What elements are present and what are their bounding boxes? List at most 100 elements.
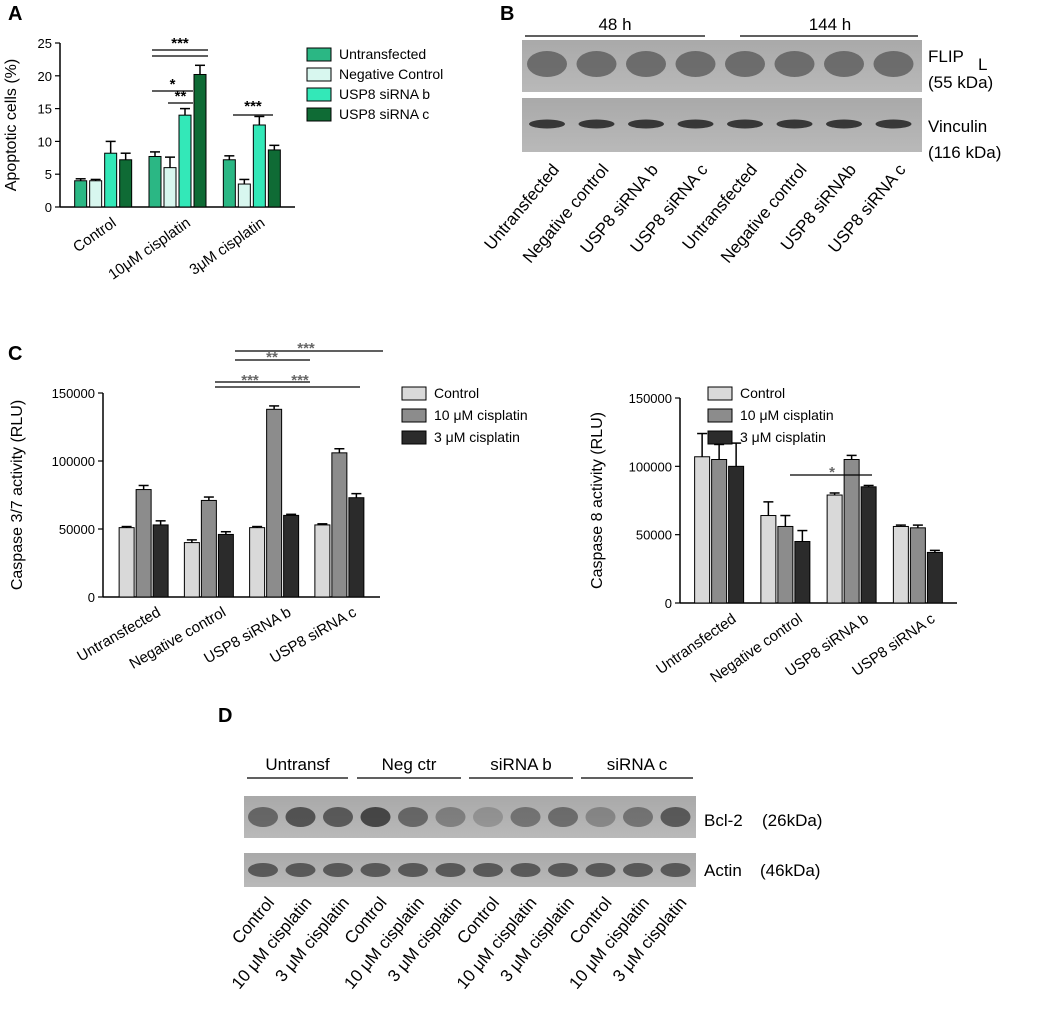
bar (267, 149, 281, 208)
blot-band-bcl2 (398, 807, 428, 827)
bar (183, 542, 200, 598)
bar (104, 152, 118, 208)
legend-label: Untransfected (339, 46, 426, 62)
blot-band-vinculin (727, 119, 763, 129)
blot-group-label: Untransf (265, 755, 330, 774)
bar (777, 525, 794, 604)
bar (217, 533, 234, 598)
significance-label: * (170, 76, 176, 93)
blot-row-kda-bcl2: (26kDa) (762, 811, 822, 830)
blot-band-bcl2 (435, 807, 466, 827)
legend-swatch (707, 430, 733, 445)
legend-swatch (306, 87, 332, 102)
blot-band-actin (323, 863, 353, 877)
blot-row-label-bcl2: Bcl-2 (704, 811, 743, 830)
y-tick-label: 50000 (59, 522, 95, 537)
bar (892, 525, 909, 604)
bar (794, 541, 811, 604)
x-category-label: 10μM cisplatin (105, 214, 194, 283)
legend-label: 10 μM cisplatin (740, 407, 834, 423)
blot-group-label: 144 h (809, 15, 852, 34)
significance-label: ** (175, 88, 187, 105)
blot-row-label-flip: FLIP (928, 47, 964, 66)
blot-group-label: 48 h (598, 15, 631, 34)
blot-band-actin (585, 863, 616, 877)
blot-band-bcl2 (660, 807, 691, 827)
blot-band-vinculin (677, 119, 714, 129)
blot-row-kda-vinculin: (116 kDa) (928, 143, 1001, 162)
blot-band-bcl2 (510, 807, 541, 827)
blot-band-flip (576, 51, 617, 77)
blot-band-vinculin (826, 119, 862, 129)
significance-label: ** (266, 349, 278, 366)
x-category-label: 3μM cisplatin (186, 214, 268, 278)
panel-label-d: D (218, 705, 232, 727)
panel-label-c: C (8, 343, 22, 365)
bar (266, 408, 283, 598)
blot-band-bcl2 (623, 807, 653, 827)
blot-band-flip (873, 51, 914, 77)
blot-band-actin (623, 863, 653, 877)
legend-swatch (401, 386, 427, 401)
bar (163, 167, 177, 208)
y-tick-label: 15 (38, 102, 52, 117)
y-tick-label: 0 (45, 200, 52, 215)
panel-label-b: B (500, 3, 514, 25)
bar (74, 180, 88, 208)
chart-a: 0 5 10 15 20 25 Apoptotic cells (%) Control10μM… (3, 35, 443, 283)
significance-label: *** (297, 340, 315, 357)
blot-band-vinculin (875, 119, 912, 129)
y-tick-label: 100000 (52, 454, 95, 469)
bar (826, 494, 843, 604)
chart-caspase-3-7: 0 50000 100000 150000 Caspase 3/7 activity (… (9, 340, 528, 673)
legend-label: 10 μM cisplatin (434, 407, 528, 423)
blot-row-label-actin: Actin (704, 861, 742, 880)
blot-band-flip (774, 51, 815, 77)
significance-label: * (829, 464, 835, 481)
y-tick-label: 5 (45, 167, 52, 182)
legend-label: Control (434, 385, 479, 401)
legend-label: Control (740, 385, 785, 401)
y-axis-label: Caspase 8 activity (RLU) (589, 412, 606, 589)
legend-label: 3 μM cisplatin (434, 429, 520, 445)
significance-label: *** (241, 372, 259, 389)
blot-band-actin (285, 863, 316, 877)
bar (283, 514, 300, 598)
bar (135, 489, 152, 598)
blot-band-bcl2 (585, 807, 616, 827)
y-tick-label: 150000 (52, 386, 95, 401)
chart-caspase-8: 0 50000 100000 150000 Caspase 8 activity (RL… (589, 385, 957, 686)
bar (119, 159, 133, 208)
bar (222, 159, 236, 208)
bar (760, 515, 777, 604)
y-tick-label: 25 (38, 36, 52, 51)
significance-label: *** (244, 98, 262, 115)
legend-label: USP8 siRNA b (339, 86, 430, 102)
y-axis-label: Apoptotic cells (%) (3, 59, 20, 192)
blot-band-bcl2 (360, 807, 391, 827)
blot-band-bcl2 (323, 807, 353, 827)
bar (711, 459, 728, 604)
blot-band-actin (360, 863, 391, 877)
y-tick-label: 10 (38, 134, 52, 149)
blot-band-actin (510, 863, 541, 877)
blot-band-flip (725, 51, 765, 77)
blot-band-actin (435, 863, 466, 877)
blot-group-label: siRNA c (607, 755, 668, 774)
blot-d-row-bcl2 (244, 796, 696, 838)
bar (193, 73, 207, 208)
blot-band-bcl2 (285, 807, 316, 827)
bar (348, 497, 365, 598)
blot-band-vinculin (578, 119, 615, 129)
y-tick-label: 0 (665, 596, 672, 611)
legend-swatch (707, 386, 733, 401)
blot-d-row-actin (244, 853, 696, 887)
bar (118, 527, 135, 598)
blot-band-flip (527, 51, 567, 77)
y-tick-label: 100000 (629, 459, 672, 474)
blot-band-flip (626, 51, 666, 77)
bar (89, 180, 103, 208)
bar (237, 183, 251, 208)
blot-band-actin (398, 863, 428, 877)
